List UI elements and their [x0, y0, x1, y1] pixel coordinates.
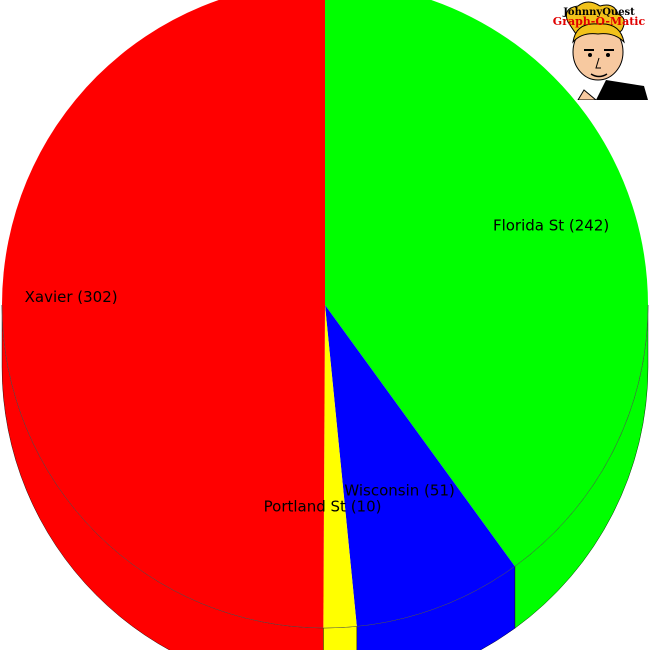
pie-rim: [1, 304, 649, 629]
pie-slices: [1, 0, 649, 629]
pie-label-portland-st: Portland St (10): [264, 498, 382, 516]
pie-labels: Florida St (242) Wisconsin (51)Portland S…: [25, 217, 610, 516]
pie-label-wisconsin: Wisconsin (51): [344, 482, 454, 500]
pie-label-xavier: Xavier (302): [25, 288, 118, 306]
pie-slice-portland-st: [323, 305, 357, 628]
pie-label-florida-st: Florida St (242): [493, 217, 609, 235]
pie-slice-florida-st: [325, 0, 648, 567]
logo-text-top: JohnnyQuest: [562, 7, 635, 18]
pie-slice-wisconsin: [325, 305, 515, 627]
logo-text-bottom: Graph-O-Matic: [553, 15, 646, 28]
pie-side-portland-st: [323, 626, 358, 650]
pie-slice-xavier: [1, 0, 325, 628]
graph-o-matic-logo: JohnnyQuest Graph-O-Matic: [553, 1, 648, 100]
